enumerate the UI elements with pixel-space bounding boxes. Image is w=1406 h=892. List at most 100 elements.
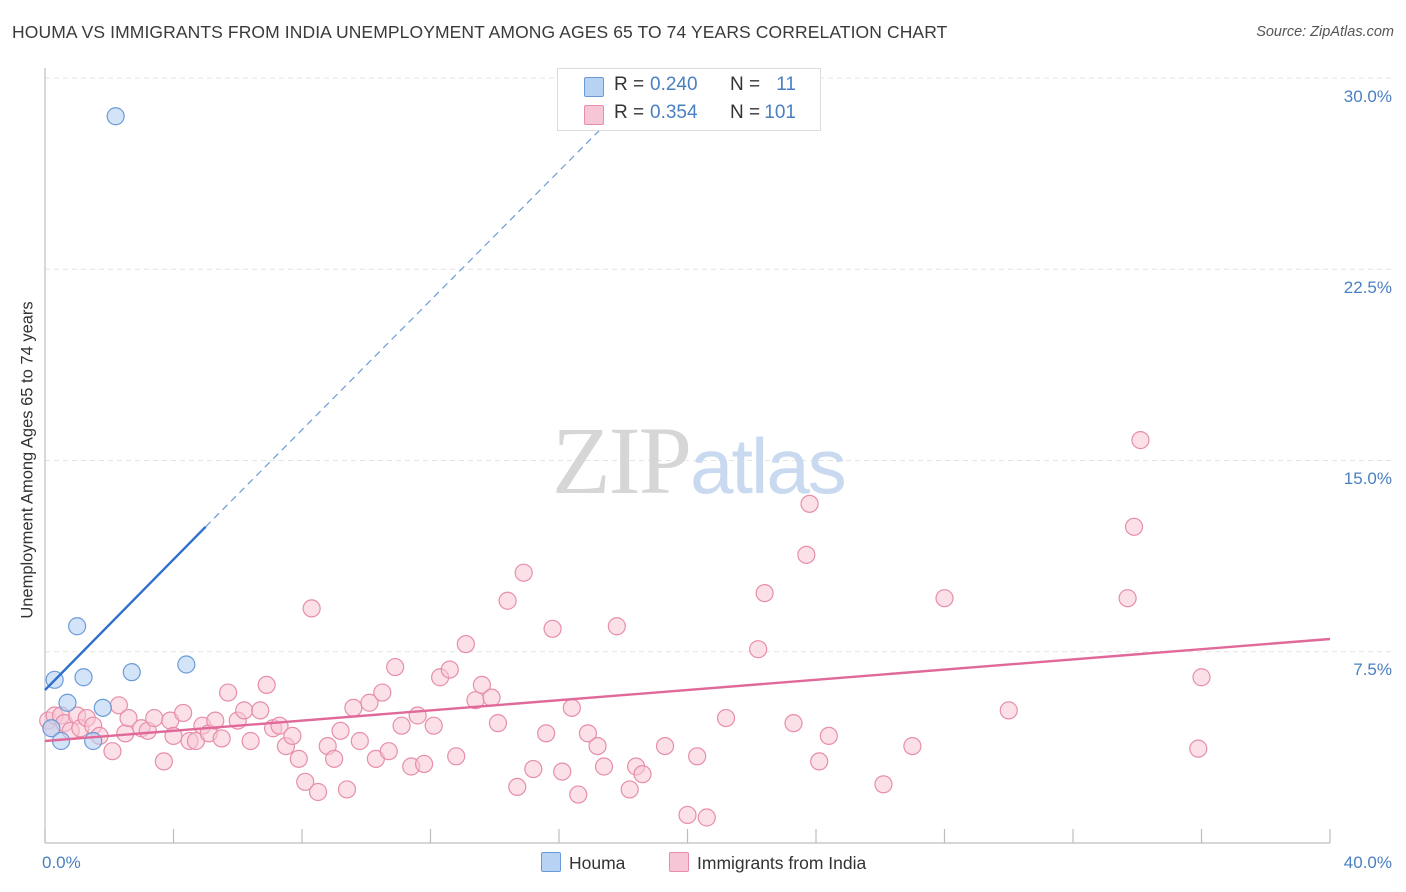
point-india-53 <box>392 716 411 735</box>
legend-n-label: N = <box>730 102 761 123</box>
point-india-60 <box>447 747 466 766</box>
point-india-55 <box>408 706 427 725</box>
point-india-30 <box>235 701 254 720</box>
point-india-17 <box>145 708 164 728</box>
point-india-90 <box>797 545 816 564</box>
point-india-32 <box>251 701 270 720</box>
point-india-81 <box>633 765 652 784</box>
point-india-87 <box>749 640 768 659</box>
y-tick-label-15: 15.0% <box>1343 469 1392 488</box>
point-india-66 <box>498 591 517 610</box>
bottom-legend-swatch-india <box>669 852 689 872</box>
point-india-47 <box>350 731 369 751</box>
legend-r-label: R = <box>614 74 645 95</box>
point-india-88 <box>755 583 774 603</box>
legend-n-value-india: 101 <box>764 102 796 123</box>
point-houma-3 <box>58 693 77 712</box>
trendline-houma-extended <box>205 128 602 528</box>
point-india-63 <box>472 675 491 695</box>
point-india-96 <box>935 589 954 608</box>
point-india-75 <box>578 724 598 743</box>
watermark: ZIPatlas <box>552 405 847 516</box>
point-india-84 <box>688 747 707 766</box>
x-tick-label-max: 40.0% <box>1343 853 1392 872</box>
point-india-26 <box>206 711 225 730</box>
point-india-61 <box>456 634 475 654</box>
point-india-92 <box>810 752 829 771</box>
point-india-72 <box>553 762 572 781</box>
point-india-100 <box>1131 431 1150 450</box>
point-india-31 <box>241 731 260 751</box>
point-india-48 <box>360 693 379 712</box>
point-houma-0 <box>42 719 61 738</box>
point-houma-9 <box>122 663 141 682</box>
point-houma-8 <box>106 107 125 126</box>
point-india-91 <box>800 494 819 513</box>
point-india-41 <box>308 782 328 802</box>
point-india-73 <box>562 698 581 717</box>
point-india-44 <box>331 721 350 740</box>
point-india-101 <box>1189 739 1208 758</box>
point-india-14 <box>119 708 138 728</box>
point-india-27 <box>212 729 231 748</box>
point-india-98 <box>1118 589 1137 608</box>
point-india-64 <box>482 688 501 707</box>
legend-r-label: R = <box>614 102 645 123</box>
point-india-94 <box>874 775 893 794</box>
bottom-legend-label-india: Immigrants from India <box>697 853 867 873</box>
point-india-45 <box>337 780 357 799</box>
point-india-76 <box>588 736 607 756</box>
bottom-legend-swatch-houma <box>541 852 561 872</box>
point-india-56 <box>414 754 434 774</box>
point-india-43 <box>325 749 344 768</box>
point-india-39 <box>296 772 315 791</box>
point-india-95 <box>903 736 922 756</box>
watermark-zip: ZIP <box>552 407 692 514</box>
point-india-102 <box>1192 668 1211 687</box>
point-india-69 <box>524 759 543 779</box>
point-india-11 <box>103 742 122 761</box>
legend-n-label: N = <box>730 74 761 95</box>
point-houma-6 <box>84 731 103 751</box>
trendline-india <box>44 637 1331 743</box>
point-india-33 <box>257 675 276 695</box>
legend-swatch-india <box>584 105 604 125</box>
point-india-85 <box>697 808 716 827</box>
point-india-89 <box>784 714 803 733</box>
bottom-legend-houma: Houma <box>541 852 625 874</box>
point-india-71 <box>543 619 562 638</box>
point-india-21 <box>174 703 193 723</box>
chart-source: Source: ZipAtlas.com <box>1256 24 1394 40</box>
point-india-67 <box>508 777 527 797</box>
correlation-legend: R = 0.240 N = 11 R = 0.354 N = 101 <box>557 68 821 131</box>
point-india-82 <box>655 736 675 756</box>
point-india-51 <box>379 742 398 761</box>
point-india-18 <box>154 752 173 771</box>
point-india-77 <box>594 757 614 776</box>
bottom-legend-label-houma: Houma <box>569 853 626 873</box>
point-india-65 <box>488 714 508 733</box>
legend-r-value-india: 0.354 <box>650 102 698 123</box>
trendline-houma <box>44 525 207 691</box>
point-india-83 <box>678 805 697 825</box>
point-india-57 <box>424 716 443 735</box>
point-india-78 <box>607 617 626 636</box>
point-india-40 <box>302 599 321 618</box>
point-india-50 <box>373 683 392 702</box>
point-india-68 <box>514 563 533 582</box>
x-tick-label-min: 0.0% <box>42 853 81 872</box>
y-tick-label-30: 30.0% <box>1343 87 1392 106</box>
point-india-97 <box>999 701 1018 720</box>
point-india-46 <box>344 698 363 717</box>
point-houma-4 <box>68 617 87 636</box>
point-india-99 <box>1124 517 1144 536</box>
point-india-86 <box>716 708 736 728</box>
legend-row-houma: R = 0.240 N = 11 <box>558 74 820 100</box>
point-india-70 <box>537 724 556 743</box>
watermark-atlas: atlas <box>690 422 847 510</box>
bottom-legend-india: Immigrants from India <box>669 852 866 874</box>
point-india-37 <box>283 726 302 746</box>
y-tick-label-22-5: 22.5% <box>1343 278 1392 297</box>
legend-swatch-houma <box>584 77 604 97</box>
